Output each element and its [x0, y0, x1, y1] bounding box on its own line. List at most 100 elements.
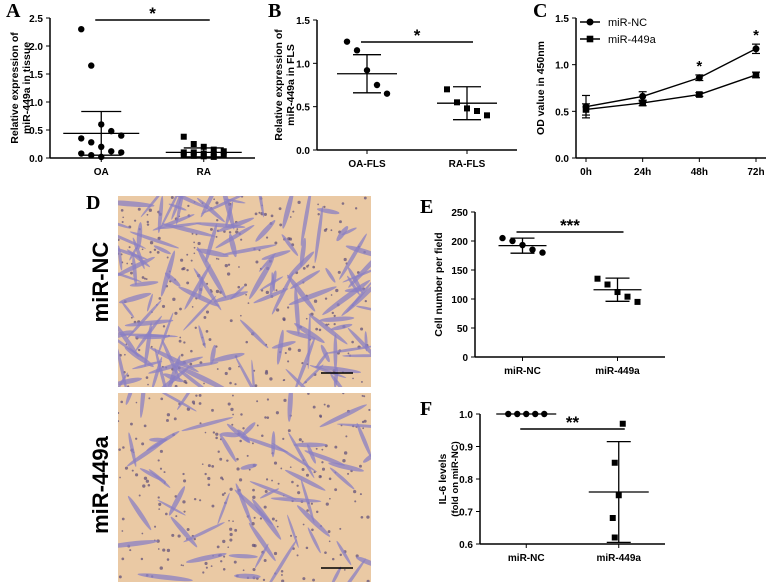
data-point: [210, 146, 217, 153]
pore-dot: [333, 314, 336, 318]
data-point: [639, 99, 646, 107]
cell: [219, 433, 237, 463]
cell: [154, 347, 170, 387]
cell: [161, 196, 209, 209]
data-point: [539, 249, 546, 256]
pore-dot: [140, 557, 144, 561]
pore-dot: [216, 545, 220, 549]
pore-dot: [172, 297, 176, 301]
micrograph-label-449a: miR-449a: [88, 436, 113, 534]
cell: [234, 573, 261, 579]
x-tick-label: 72h: [747, 167, 764, 178]
cell: [147, 293, 153, 312]
cell: [271, 272, 294, 315]
data-point: [190, 152, 197, 159]
y-tick-label: 0.5: [296, 103, 310, 114]
pore-dot: [253, 516, 256, 519]
panel-label-b: B: [268, 0, 282, 22]
data-point: [108, 148, 115, 155]
cell: [342, 354, 371, 358]
cell: [333, 334, 338, 371]
cell: [237, 429, 250, 443]
cell: [159, 196, 183, 230]
legend-marker: [586, 18, 594, 26]
pore-dot: [157, 459, 160, 462]
pore-dot: [239, 439, 242, 443]
pore-dot: [263, 212, 267, 216]
pore-dot: [287, 360, 290, 363]
pore-dot: [321, 461, 324, 464]
cell: [126, 299, 162, 339]
pore-dot: [232, 520, 234, 523]
pore-dot: [193, 246, 196, 249]
pore-dot: [199, 422, 202, 425]
cell: [132, 255, 137, 286]
pore-dot: [166, 548, 171, 553]
cell: [355, 305, 371, 312]
pore-dot: [180, 564, 183, 566]
pore-dot: [256, 400, 259, 403]
pore-dot: [222, 539, 226, 544]
pore-dot: [297, 491, 301, 495]
pore-dot: [166, 256, 169, 259]
pore-dot: [245, 340, 248, 344]
pore-dot: [307, 393, 310, 395]
pore-dot: [207, 476, 211, 481]
cell: [121, 301, 135, 318]
legend-marker: [586, 35, 594, 43]
data-point: [454, 99, 460, 106]
pore-dot: [342, 393, 345, 395]
y-tick-label: 2.0: [29, 42, 43, 53]
cell: [157, 196, 164, 234]
y-tick-label: 1.5: [29, 70, 43, 81]
y-tick-label: 0.0: [296, 146, 310, 157]
cell: [271, 442, 318, 473]
pore-dot: [339, 553, 343, 557]
x-tick-label: RA: [197, 167, 211, 178]
pore-dot: [157, 548, 160, 550]
pore-dot: [229, 381, 232, 385]
pore-dot: [279, 223, 283, 227]
significance-mark: *: [696, 58, 702, 75]
cell: [364, 331, 368, 352]
cell: [148, 356, 204, 374]
pore-dot: [342, 459, 346, 463]
pore-dot: [319, 414, 322, 418]
cell: [152, 214, 195, 231]
pore-dot: [325, 502, 329, 506]
pore-dot: [347, 472, 350, 475]
pore-dot: [296, 554, 299, 557]
y-axis-label: Relative expression of: [9, 32, 21, 144]
data-point: [383, 90, 391, 97]
data-point: [639, 92, 647, 100]
pore-dot: [223, 555, 226, 558]
data-point: [200, 143, 207, 150]
cell: [336, 423, 371, 429]
pore-dot: [333, 323, 336, 326]
pore-dot: [217, 258, 220, 260]
cell: [181, 417, 234, 432]
pore-dot: [359, 464, 362, 468]
pore-dot: [321, 448, 324, 451]
cell: [265, 539, 297, 582]
cell: [241, 435, 289, 453]
y-tick-label: 1.0: [555, 61, 569, 72]
pore-dot: [265, 369, 268, 373]
cell: [284, 469, 326, 491]
pore-dot: [157, 496, 160, 499]
pore-dot: [190, 349, 193, 353]
y-axis-label: Cell number per field: [433, 232, 445, 336]
pore-dot: [360, 380, 363, 383]
x-tick-label: OA: [94, 167, 109, 178]
pore-dot: [135, 437, 138, 440]
pore-dot: [130, 271, 133, 275]
cell: [118, 268, 142, 282]
pore-dot: [242, 569, 245, 572]
pore-dot: [330, 294, 333, 296]
pore-dot: [145, 479, 150, 483]
pore-dot: [327, 323, 330, 326]
pore-dot: [129, 549, 132, 552]
pore-dot: [287, 429, 291, 433]
pore-dot: [306, 265, 309, 268]
pore-dot: [282, 437, 285, 440]
